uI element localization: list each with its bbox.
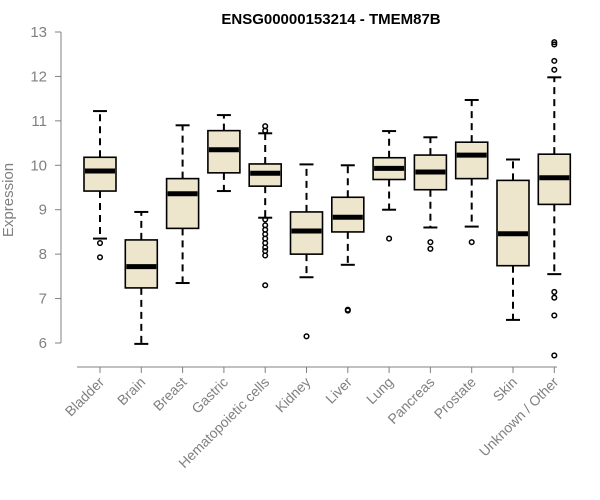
- box-group-prostate: [454, 98, 489, 246]
- outlier-point: [344, 307, 351, 314]
- y-axis-label: Expression: [0, 163, 17, 237]
- box-group-pancreas: [413, 136, 448, 252]
- x-tick-label: Skin: [490, 374, 521, 405]
- outlier-point: [262, 282, 269, 289]
- box-series: [83, 39, 572, 359]
- outlier-point: [551, 66, 558, 73]
- outlier-point: [303, 333, 310, 340]
- outlier-point: [427, 239, 434, 246]
- outlier-point: [551, 312, 558, 319]
- y-tick-label: 10: [30, 157, 47, 174]
- y-tick-label: 7: [39, 291, 47, 308]
- iqr-box: [124, 239, 159, 289]
- x-tick-label: Brain: [114, 374, 148, 408]
- outlier-point: [551, 288, 558, 295]
- box-group-brain: [124, 210, 159, 345]
- outlier-point: [262, 127, 269, 134]
- y-tick-label: 11: [31, 113, 47, 130]
- box-group-kidney: [289, 163, 324, 340]
- x-tick-label: Breast: [150, 374, 190, 414]
- y-tick-label: 8: [39, 246, 47, 263]
- x-tick-label: Lung: [363, 374, 396, 407]
- outlier-point: [427, 245, 434, 252]
- outlier-point: [551, 39, 558, 46]
- outlier-point: [551, 57, 558, 64]
- y-tick-label: 12: [30, 68, 47, 85]
- iqr-box: [165, 177, 200, 230]
- outlier-point: [551, 352, 558, 359]
- outlier-point: [262, 244, 269, 251]
- box-group-liver: [330, 164, 365, 314]
- box-group-gastric: [207, 114, 241, 193]
- outlier-point: [551, 294, 558, 301]
- x-tick-label: Kidney: [272, 374, 314, 416]
- outlier-point: [551, 41, 558, 48]
- y-tick-label: 9: [39, 202, 47, 219]
- iqr-box: [496, 179, 530, 267]
- outlier-point: [96, 254, 104, 261]
- x-tick-label: Liver: [322, 374, 355, 407]
- box-group-hematopoietic-cells: [248, 123, 282, 289]
- outlier-point: [468, 239, 475, 246]
- outlier-point: [262, 216, 269, 223]
- outlier-point: [386, 235, 393, 242]
- box-group-bladder: [83, 110, 117, 261]
- iqr-box: [83, 156, 117, 192]
- x-tick-label: Bladder: [62, 374, 108, 420]
- outlier-point: [96, 239, 104, 247]
- box-group-unknown-other: [537, 39, 572, 359]
- box-group-skin: [496, 158, 530, 321]
- iqr-box: [330, 196, 365, 233]
- box-group-lung: [372, 130, 406, 242]
- box-group-breast: [165, 124, 200, 285]
- y-tick-label: 13: [30, 24, 47, 41]
- y-tick-label: 6: [39, 335, 47, 352]
- chart-title: ENSG00000153214 - TMEM87B: [221, 11, 440, 28]
- outlier-point: [262, 252, 269, 259]
- x-tick-label: Prostate: [431, 374, 479, 422]
- y-axis-ticks: 6 7 8 9 10 11 12 13: [30, 24, 61, 352]
- iqr-box: [454, 141, 489, 180]
